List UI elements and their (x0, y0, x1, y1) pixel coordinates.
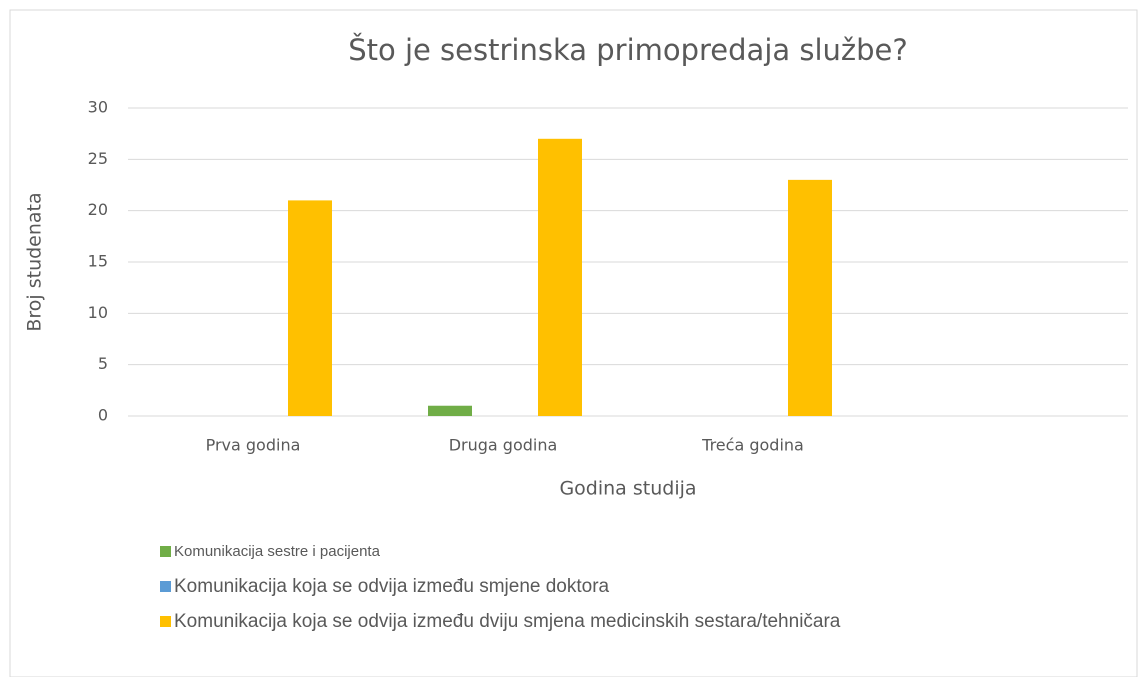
legend-label: Komunikacija sestre i pacijenta (174, 543, 381, 560)
y-tick-label: 20 (88, 200, 108, 219)
legend-swatch (160, 581, 171, 592)
y-axis-title: Broj studenata (24, 192, 46, 331)
bar (538, 138, 582, 417)
legend-swatch (160, 546, 171, 557)
y-tick-label: 25 (88, 149, 108, 168)
y-tick-label: 10 (88, 303, 108, 322)
bar (428, 405, 472, 416)
y-tick-label: 5 (98, 354, 108, 373)
legend-label: Komunikacija koja se odvija između dviju… (174, 611, 841, 632)
y-tick-label: 15 (88, 252, 108, 271)
y-tick-label: 30 (88, 98, 108, 117)
bar (788, 179, 832, 416)
legend-label: Komunikacija koja se odvija između smjen… (174, 576, 610, 597)
y-tick-label: 0 (98, 406, 108, 425)
bar (288, 200, 332, 416)
chart-title: Što je sestrinska primopredaja službe? (348, 33, 908, 67)
x-tick-label: Druga godina (449, 436, 558, 455)
x-tick-label: Treća godina (701, 436, 804, 455)
x-axis-title: Godina studija (559, 478, 696, 500)
legend-swatch (160, 616, 171, 627)
x-tick-label: Prva godina (206, 436, 301, 455)
